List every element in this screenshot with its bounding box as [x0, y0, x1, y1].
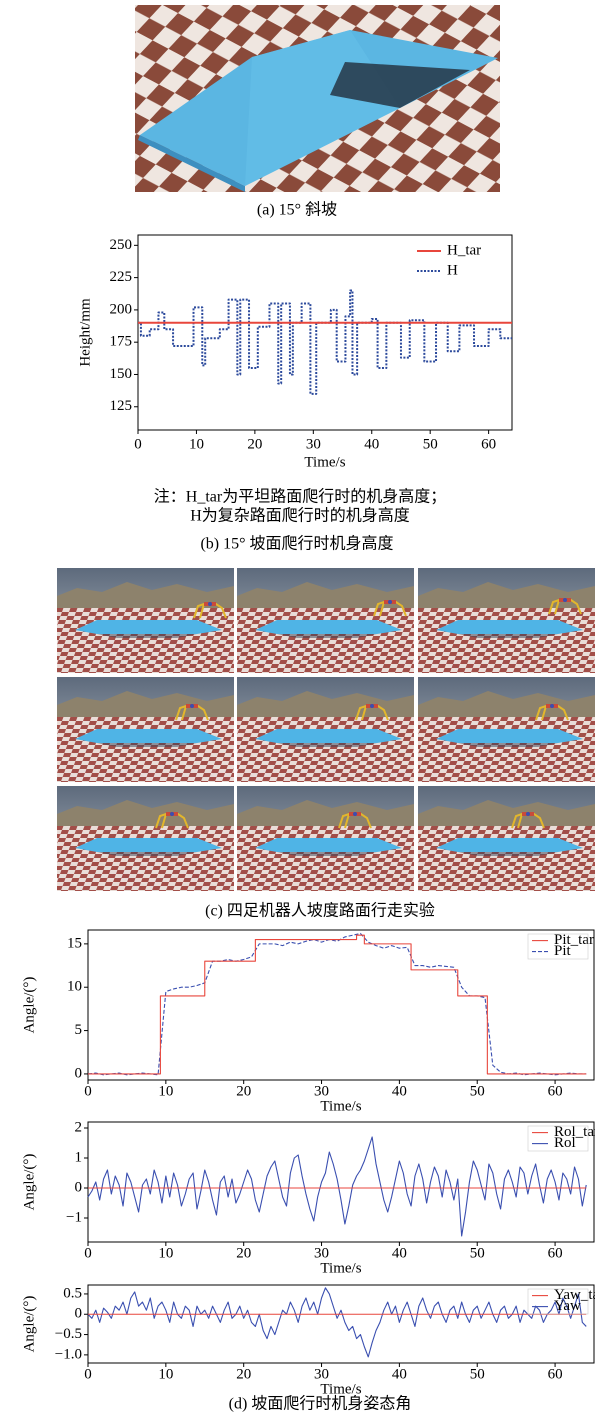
y-axis-label: Angle/(°) [21, 977, 37, 1034]
walking-sequence [57, 568, 595, 891]
data-line [88, 1288, 586, 1357]
x-axis-label: Time/s [320, 1098, 361, 1114]
x-tick-label: 20 [236, 1366, 251, 1382]
y-axis-label: Angle/(°) [21, 1296, 37, 1353]
x-tick-label: 50 [470, 1366, 485, 1382]
data-line [88, 933, 586, 1074]
y-tick-label: 250 [110, 237, 133, 253]
y-axis-label: Height/mm [77, 298, 93, 367]
x-tick-label: 50 [470, 1245, 485, 1261]
x-tick-label: 30 [314, 1245, 329, 1261]
page: (a) 15° 斜坡 注：H_tar为平坦路面爬行时的机身高度； H为复杂路面爬… [0, 0, 595, 1418]
figure: (a) 15° 斜坡 注：H_tar为平坦路面爬行时的机身高度； H为复杂路面爬… [0, 0, 595, 1418]
x-tick-label: 60 [548, 1245, 563, 1261]
x-tick-label: 40 [392, 1366, 407, 1382]
x-tick-label: 40 [364, 436, 379, 452]
x-tick-label: 50 [423, 436, 438, 452]
legend-label: H [447, 262, 458, 278]
y-tick-label: 0 [75, 1306, 83, 1322]
x-tick-label: 40 [392, 1083, 407, 1099]
y-tick-label: −1 [66, 1209, 82, 1225]
note: 注：H_tar为平坦路面爬行时的机身高度； [154, 488, 446, 506]
y-tick-label: 200 [110, 301, 133, 317]
y-tick-label: 0 [75, 1179, 83, 1195]
note: H为复杂路面爬行时的机身高度 [190, 507, 410, 525]
y-tick-label: 0 [75, 1065, 83, 1081]
plot-frame [88, 1285, 594, 1363]
x-tick-label: 60 [548, 1366, 563, 1382]
caption: (c) 四足机器人坡度路面行走实验 [205, 902, 435, 920]
data-line [138, 291, 512, 394]
x-tick-label: 20 [236, 1083, 251, 1099]
y-tick-label: 5 [75, 1022, 83, 1038]
legend-label: Rol [554, 1135, 576, 1151]
x-tick-label: 30 [314, 1083, 329, 1099]
x-tick-label: 60 [481, 436, 496, 452]
legend-label: Yaw [554, 1298, 581, 1314]
y-tick-label: 15 [67, 935, 82, 951]
y-tick-label: −0.5 [55, 1326, 82, 1342]
x-axis-label: Time/s [320, 1381, 361, 1397]
x-tick-label: 30 [314, 1366, 329, 1382]
caption: (b) 15° 坡面爬行时机身高度 [200, 535, 393, 553]
y-tick-label: 2 [75, 1119, 83, 1135]
x-tick-label: 50 [470, 1083, 485, 1099]
y-axis-label: Angle/(°) [21, 1154, 37, 1211]
x-tick-label: 10 [158, 1366, 173, 1382]
y-tick-label: 1 [75, 1149, 83, 1165]
x-tick-label: 20 [236, 1245, 251, 1261]
x-tick-label: 10 [158, 1245, 173, 1261]
chart: 0 10 20 30 40 50 60 125 150 175 200 225 250 Time/s Hei… [77, 235, 512, 470]
y-tick-label: −1.0 [55, 1346, 82, 1362]
x-tick-label: 10 [158, 1083, 173, 1099]
y-tick-label: 125 [110, 398, 133, 414]
x-tick-label: 10 [189, 436, 204, 452]
slope-render [135, 5, 500, 192]
data-line [88, 935, 586, 1074]
y-tick-label: 0.5 [63, 1285, 82, 1301]
x-tick-label: 0 [84, 1083, 92, 1099]
x-tick-label: 0 [84, 1245, 92, 1261]
data-line [88, 1137, 586, 1236]
x-tick-label: 40 [392, 1245, 407, 1261]
y-tick-label: 10 [67, 979, 82, 995]
chart: 0 10 20 30 40 50 60 −1.0 −0.5 0 0.5 Time/s Angle/(°)… [21, 1285, 595, 1397]
y-tick-label: 175 [110, 334, 133, 350]
y-tick-label: 150 [110, 366, 133, 382]
x-axis-label: Time/s [304, 454, 345, 470]
plot-frame [88, 930, 594, 1080]
caption: (a) 15° 斜坡 [257, 201, 337, 219]
y-tick-label: 225 [110, 269, 133, 285]
x-axis-label: Time/s [320, 1260, 361, 1276]
legend-label: H_tar [447, 242, 481, 258]
legend-label: Pit [554, 943, 572, 959]
x-tick-label: 60 [548, 1083, 563, 1099]
x-tick-label: 30 [306, 436, 321, 452]
x-tick-label: 20 [247, 436, 262, 452]
x-tick-label: 0 [134, 436, 142, 452]
x-tick-label: 0 [84, 1366, 92, 1382]
